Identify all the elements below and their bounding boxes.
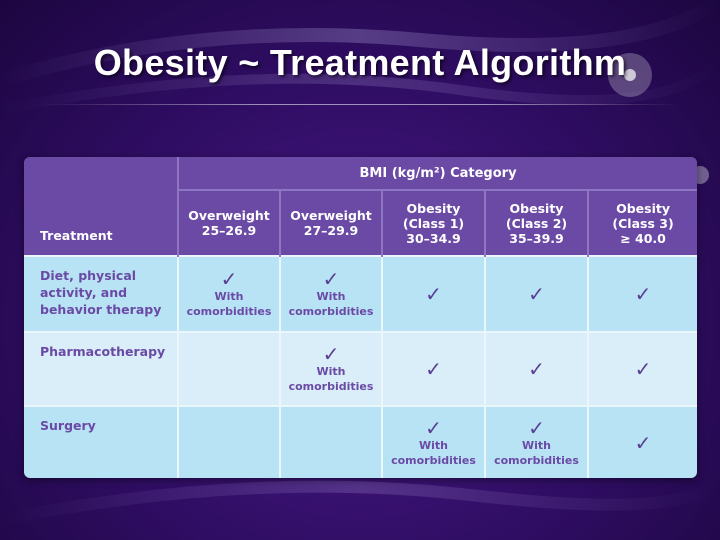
row-label-line: behavior therapy: [40, 302, 162, 317]
slide-title: Obesity ~ Treatment Algorithm: [93, 42, 627, 83]
treatment-algorithm-table: BMI (kg/m²) Category Treatment Overweigh…: [24, 157, 697, 478]
column-header-line: Overweight: [290, 208, 372, 223]
row-label-surgery: Surgery: [24, 405, 178, 478]
treatment-column-header: Treatment: [24, 190, 178, 256]
row-label-line: Surgery: [40, 418, 96, 433]
column-header-obesity-class1: Obesity (Class 1) 30–34.9: [381, 190, 485, 256]
checkmark-icon: ✓: [528, 281, 545, 306]
comorbidities-label: comorbidities: [288, 380, 374, 393]
with-label: With: [522, 439, 551, 452]
table-row: Surgery ✓ With comorbidities ✓ With como…: [24, 405, 697, 478]
comorbidities-label: comorbidities: [391, 454, 476, 467]
checkmark-icon: ✓: [634, 281, 652, 306]
table-cell: [177, 405, 280, 478]
row-label-pharmacotherapy: Pharmacotherapy: [24, 331, 178, 406]
checkmark-icon: ✓: [322, 342, 340, 366]
table-cell: [279, 405, 382, 478]
table-cell: ✓: [381, 331, 485, 406]
checkmark-icon: ✓: [425, 281, 442, 306]
with-label: With: [214, 290, 244, 303]
column-header-line: 35–39.9: [509, 230, 564, 246]
column-header-overweight-27: Overweight 27–29.9: [279, 190, 382, 256]
checkmark-icon: ✓: [220, 267, 238, 291]
column-header-line: (Class 3): [612, 215, 674, 231]
with-label: With: [419, 439, 448, 452]
column-header-line: Obesity: [509, 200, 564, 216]
column-header-line: Overweight: [188, 208, 270, 223]
checkmark-icon: ✓: [634, 430, 652, 455]
column-header-obesity-class2: Obesity (Class 2) 35–39.9: [484, 190, 588, 256]
checkmark-icon: ✓: [425, 416, 442, 440]
column-header-obesity-class3: Obesity (Class 3) ≥ 40.0: [586, 190, 697, 256]
row-label-lifestyle: Diet, physical activity, and behavior th…: [24, 255, 178, 332]
row-label-line: Pharmacotherapy: [40, 344, 166, 359]
comorbidities-label: comorbidities: [186, 305, 272, 318]
table-row: Pharmacotherapy ✓ With comorbidities ✓ ✓…: [24, 331, 697, 406]
checkmark-icon: ✓: [634, 356, 652, 381]
comorbidities-label: comorbidities: [288, 305, 374, 318]
column-header-line: (Class 2): [505, 215, 568, 231]
with-label: With: [316, 290, 346, 303]
column-header-overweight-25: Overweight 25–26.9: [177, 190, 280, 256]
table-cell: ✓ With comorbidities: [279, 331, 382, 406]
table-cell: [177, 331, 280, 406]
column-header-line: 30–34.9: [406, 230, 461, 246]
table-cell: ✓: [586, 255, 697, 332]
header-spacer: [24, 157, 178, 190]
table-cell: ✓: [484, 255, 588, 332]
comorbidities-label: comorbidities: [494, 454, 579, 467]
checkmark-icon: ✓: [322, 267, 340, 291]
table-cell: ✓: [381, 255, 485, 332]
column-header-line: Obesity: [616, 200, 670, 216]
with-label: With: [316, 365, 346, 378]
table-row: Diet, physical activity, and behavior th…: [24, 255, 697, 332]
checkmark-icon: ✓: [528, 356, 545, 381]
title-divider: [40, 104, 680, 105]
checkmark-icon: ✓: [425, 356, 442, 381]
table-cell: ✓: [586, 405, 697, 478]
table-cell: ✓ With comorbidities: [279, 255, 382, 332]
table-cell: ✓ With comorbidities: [484, 405, 588, 478]
table-cell: ✓ With comorbidities: [177, 255, 280, 332]
checkmark-icon: ✓: [528, 416, 545, 440]
table-cell: ✓: [484, 331, 588, 406]
table-cell: ✓: [586, 331, 697, 406]
column-header-line: 25–26.9: [201, 223, 257, 238]
column-header-line: ≥ 40.0: [620, 230, 666, 246]
bmi-category-header: BMI (kg/m²) Category: [176, 157, 697, 191]
column-header-line: (Class 1): [402, 215, 465, 231]
table-cell: ✓ With comorbidities: [381, 405, 485, 478]
row-label-line: activity, and: [40, 285, 128, 300]
row-label-line: Diet, physical: [40, 268, 137, 283]
column-header-line: Obesity: [406, 200, 461, 216]
column-header-line: 27–29.9: [303, 223, 359, 238]
